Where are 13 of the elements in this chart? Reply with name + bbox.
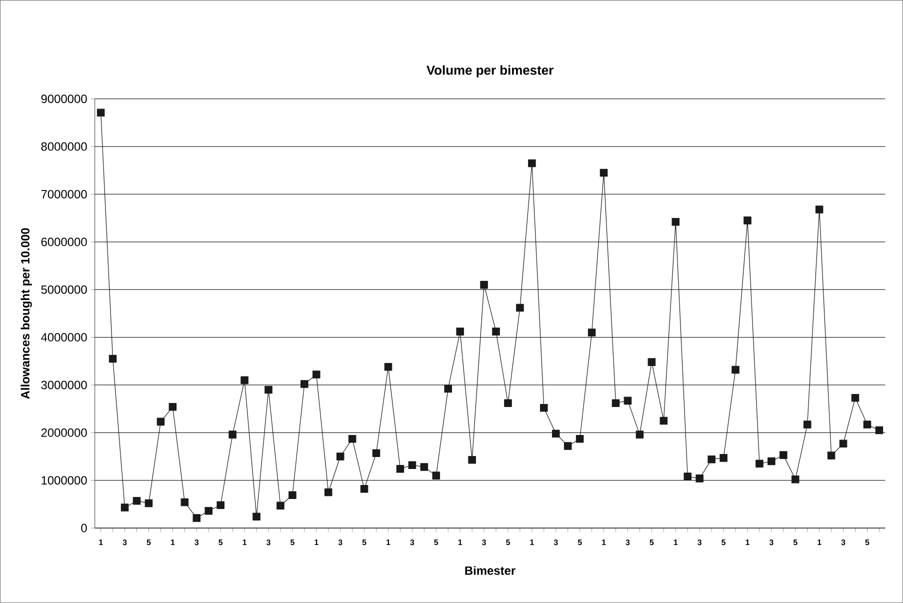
y-tick-label: 8000000: [41, 142, 87, 151]
chart-title: Volume per bimester: [426, 65, 554, 78]
y-tick-label: 0: [81, 524, 87, 532]
y-tick-label: 7000000: [41, 190, 87, 199]
y-tick-label: 9000000: [41, 94, 87, 104]
y-tick-label: 2000000: [41, 428, 87, 437]
y-tick-label: 5000000: [41, 285, 87, 294]
y-tick-label: 1000000: [42, 476, 87, 485]
y-tick-label: 6000000: [41, 238, 87, 246]
x-axis-title: Bimester: [465, 566, 516, 575]
y-axis-title: Allowances bought per 10.000: [20, 228, 32, 399]
y-tick-label: 4000000: [41, 333, 87, 342]
y-tick-label: 3000000: [41, 380, 87, 390]
